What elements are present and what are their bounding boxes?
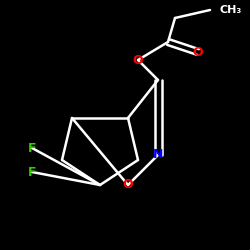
Text: O: O <box>133 54 143 66</box>
Text: F: F <box>28 142 36 154</box>
Text: O: O <box>193 46 203 59</box>
Text: F: F <box>28 166 36 178</box>
Text: CH₃: CH₃ <box>220 5 242 15</box>
Text: N: N <box>153 148 163 162</box>
Text: O: O <box>123 178 133 192</box>
